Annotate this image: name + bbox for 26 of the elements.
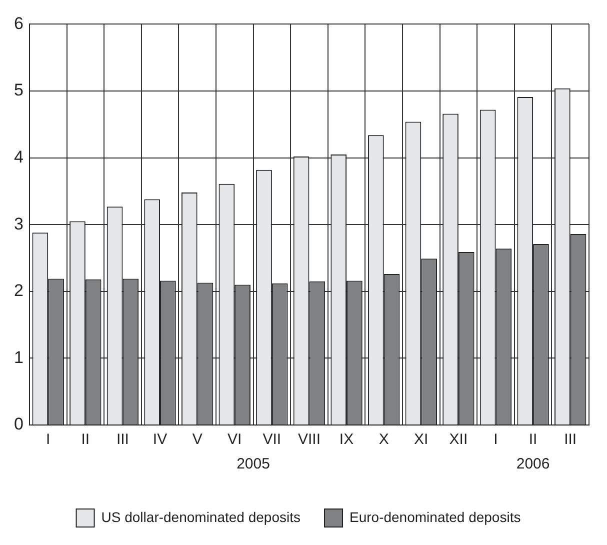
y-tick-label: 6 [14,14,24,33]
text: 2005 [236,456,270,473]
text: 2006 [516,456,550,473]
x-tick-label: IV [152,431,168,448]
legend-label: US dollar-denominated deposits [101,508,301,525]
legend-label: Euro-denominated deposits [350,508,521,525]
x-tick-label: II [528,431,538,448]
x-tick-label: X [378,431,389,448]
x-tick-label: III [564,431,577,448]
y-tick-label: 5 [14,80,24,100]
x-tick-label: I [46,431,50,448]
y-tick-label: 3 [14,214,24,234]
x-tick-label: XII [449,431,468,448]
x-tick-label: VII [262,431,282,448]
y-tick-label: 0 [14,414,24,434]
x-tick-label: V [192,431,202,448]
y-tick-label: 1 [14,348,24,367]
x-tick-label: XI [414,431,428,448]
x-tick-label: VIII [298,431,320,448]
x-tick-label: II [81,431,90,448]
x-tick-label: IX [339,431,354,448]
x-tick-label: I [494,431,498,448]
x-tick-label: VI [228,431,242,448]
x-tick-label: III [116,431,129,448]
y-tick-label: 2 [14,281,24,300]
y-tick-label: 4 [14,147,24,166]
